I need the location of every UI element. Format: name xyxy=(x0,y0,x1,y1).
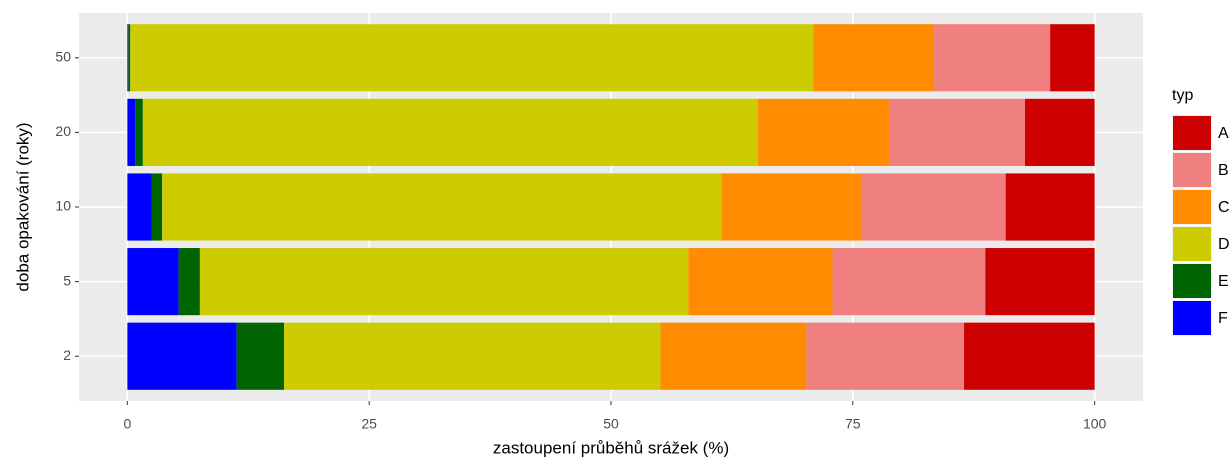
bar-segment xyxy=(162,173,722,241)
bar-segment xyxy=(889,98,1025,166)
y-tick-label: 10 xyxy=(55,198,71,214)
x-tick-label: 25 xyxy=(361,416,377,432)
x-tick-label: 50 xyxy=(603,416,619,432)
x-tick-label: 75 xyxy=(845,416,861,432)
x-tick-label: 100 xyxy=(1083,416,1107,432)
bar-segment xyxy=(128,24,131,92)
legend-key xyxy=(1173,227,1211,261)
bar-segment xyxy=(236,322,285,390)
y-tick-label: 50 xyxy=(55,48,71,64)
x-axis-title: zastoupení průběhů srážek (%) xyxy=(493,438,729,457)
legend-label: C xyxy=(1218,199,1230,216)
bar-segment xyxy=(127,173,152,241)
legend-label: F xyxy=(1218,310,1228,327)
legend-title: typ xyxy=(1172,87,1193,104)
y-axis-title: doba opakování (roky) xyxy=(13,122,32,291)
legend-label: D xyxy=(1218,236,1230,253)
bar-segment xyxy=(127,322,237,390)
y-tick-label: 20 xyxy=(55,123,71,139)
legend-key xyxy=(1173,301,1211,335)
y-tick-label: 5 xyxy=(63,272,71,288)
bar-segment xyxy=(142,98,759,166)
bar-segment xyxy=(832,248,986,316)
y-tick-label: 2 xyxy=(63,347,71,363)
bar-segment xyxy=(861,173,1006,241)
bar-segment xyxy=(178,248,200,316)
legend-key xyxy=(1173,116,1211,150)
bar-segment xyxy=(1050,24,1095,92)
x-tick-label: 0 xyxy=(123,416,131,432)
bar-segment xyxy=(806,322,965,390)
bar-segment xyxy=(127,24,129,92)
bar-segment xyxy=(151,173,163,241)
legend-label: A xyxy=(1218,125,1229,142)
bar-segment xyxy=(758,98,890,166)
bar-segment xyxy=(1005,173,1095,241)
bar-segment xyxy=(135,98,143,166)
bar-segment xyxy=(199,248,689,316)
bar-segment xyxy=(660,322,807,390)
bar-segment xyxy=(1024,98,1095,166)
legend-key xyxy=(1173,264,1211,298)
legend-key xyxy=(1173,190,1211,224)
bar-segment xyxy=(688,248,833,316)
legend-label: E xyxy=(1218,273,1229,290)
bar-segment xyxy=(721,173,862,241)
bar-segment xyxy=(127,248,179,316)
bar-segment xyxy=(284,322,661,390)
bar-segment xyxy=(934,24,1051,92)
bar-segment xyxy=(964,322,1095,390)
bar-segment xyxy=(813,24,935,92)
legend-key xyxy=(1173,153,1211,187)
bar-segment xyxy=(127,98,136,166)
legend-label: B xyxy=(1218,162,1229,179)
bar-segment xyxy=(130,24,814,92)
bar-segment xyxy=(985,248,1095,316)
